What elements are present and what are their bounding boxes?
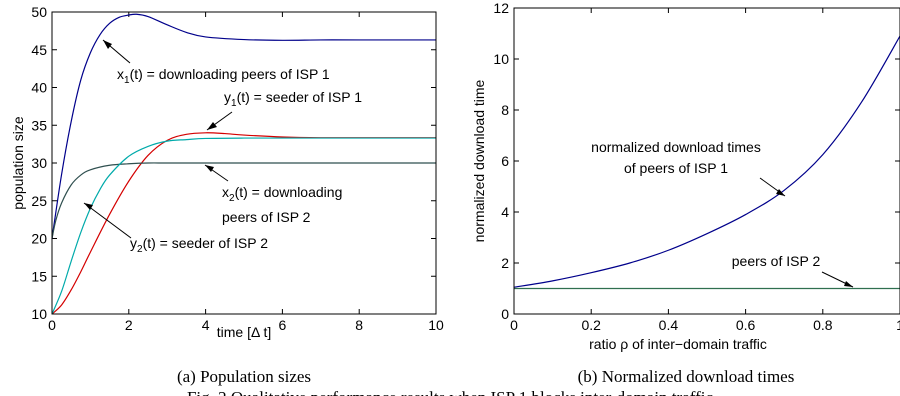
- panel-a-xtick-label: 10: [428, 317, 444, 333]
- panel-b-series: [513, 35, 900, 290]
- panel-a-xtick-label: 2: [125, 317, 133, 333]
- panel-b-xtick-label: 1: [896, 317, 900, 333]
- panel-a-xtick-label: 4: [202, 317, 210, 333]
- panel-a-ytick-label: 25: [31, 193, 47, 209]
- panel-b-caption: (b) Normalized download times: [578, 367, 795, 386]
- panel-b-ytick-label: 8: [501, 102, 509, 118]
- panel-b-ytick-label: 0: [501, 306, 509, 322]
- panel-a-series: [51, 13, 436, 315]
- arrowhead-x1: [103, 40, 112, 49]
- panel-b-xtick-label: 0: [510, 317, 518, 333]
- annotation-x1: x1(t) = downloading peers of ISP 1: [117, 66, 330, 86]
- panel-b-ytick-label: 4: [501, 204, 509, 220]
- arrowhead-x2: [205, 165, 214, 172]
- panel-b-ytick-label: 10: [493, 51, 509, 67]
- panel-a-series-line-2: [51, 162, 436, 239]
- panel-b-series-line-0: [513, 35, 900, 288]
- panel-a-ytick-label: 15: [31, 268, 47, 284]
- panel-a-ticks: 0 2 4 6 8 10 10 15 20 25 30 35 40 45 50: [31, 4, 444, 333]
- annotation-y1: y1(t) = seeder of ISP 1: [224, 89, 362, 109]
- arrowhead-y1: [207, 122, 217, 130]
- panel-b-xlabel: ratio ρ of inter−domain traffic: [589, 336, 767, 352]
- figure-caption: Fig. 2 Qualitative performance results w…: [187, 388, 714, 396]
- panel-b-xtick-label: 0.8: [813, 317, 833, 333]
- panel-b-ytick-label: 12: [493, 0, 509, 16]
- annotation-x2-line1: x2(t) = downloading: [222, 184, 342, 204]
- panel-a-xtick-label: 8: [355, 317, 363, 333]
- annotation-isp2: peers of ISP 2: [732, 253, 821, 269]
- panel-b-xtick-label: 0.6: [736, 317, 756, 333]
- panel-b-xtick-label: 0.2: [581, 317, 601, 333]
- annotation-isp1-line2: of peers of ISP 1: [624, 160, 728, 176]
- arrowhead-isp2: [844, 281, 853, 287]
- arrowhead-isp1: [776, 189, 785, 196]
- panel-a-ylabel: population size: [10, 116, 26, 210]
- panel-b-axes-frame: [513, 7, 900, 315]
- panel-b-xtick-label: 0.4: [659, 317, 679, 333]
- panel-a-ytick-label: 30: [31, 155, 47, 171]
- arrowhead-y2: [84, 203, 93, 210]
- panel-b-ytick-label: 6: [501, 153, 509, 169]
- panel-a-population-sizes: 0 2 4 6 8 10 10 15 20 25 30 35 40 45 50 time [Δ t] pop…: [10, 4, 444, 386]
- panel-b-ytick-label: 2: [501, 255, 509, 271]
- panel-b-ticks: 00.20.40.60.81024681012: [493, 0, 900, 333]
- annotation-x2-line2: peers of ISP 2: [222, 209, 311, 225]
- panel-a-xtick-label: 6: [279, 317, 287, 333]
- panel-a-caption: (a) Population sizes: [177, 367, 311, 386]
- panel-a-xtick-label: 0: [48, 317, 56, 333]
- panel-a-series-line-0: [51, 13, 436, 239]
- panel-a-ytick-label: 35: [31, 117, 47, 133]
- panel-b-ylabel: normalized download time: [471, 79, 487, 242]
- annotation-isp1-line1: normalized download times: [591, 139, 761, 155]
- panel-b-normalized-download-times: 00.20.40.60.81024681012 ratio ρ of inter…: [471, 0, 900, 386]
- panel-a-series-line-3: [51, 137, 436, 315]
- panel-a-ytick-label: 40: [31, 80, 47, 96]
- arrow-y2: [83, 202, 132, 239]
- panel-a-ytick-label: 45: [31, 42, 47, 58]
- annotation-y2: y2(t) = seeder of ISP 2: [130, 235, 268, 255]
- panel-a-xlabel: time [Δ t]: [217, 324, 271, 340]
- panel-a-ytick-label: 50: [31, 4, 47, 20]
- panel-a-annotations: x1(t) = downloading peers of ISP 1 y1(t)…: [83, 39, 362, 255]
- panel-a-series-line-1: [51, 132, 436, 315]
- panel-a-ytick-label: 20: [31, 231, 47, 247]
- panel-a-axes-frame: [51, 11, 437, 315]
- panel-b-annotations: normalized download times of peers of IS…: [591, 139, 854, 288]
- panel-a-ytick-label: 10: [31, 306, 47, 322]
